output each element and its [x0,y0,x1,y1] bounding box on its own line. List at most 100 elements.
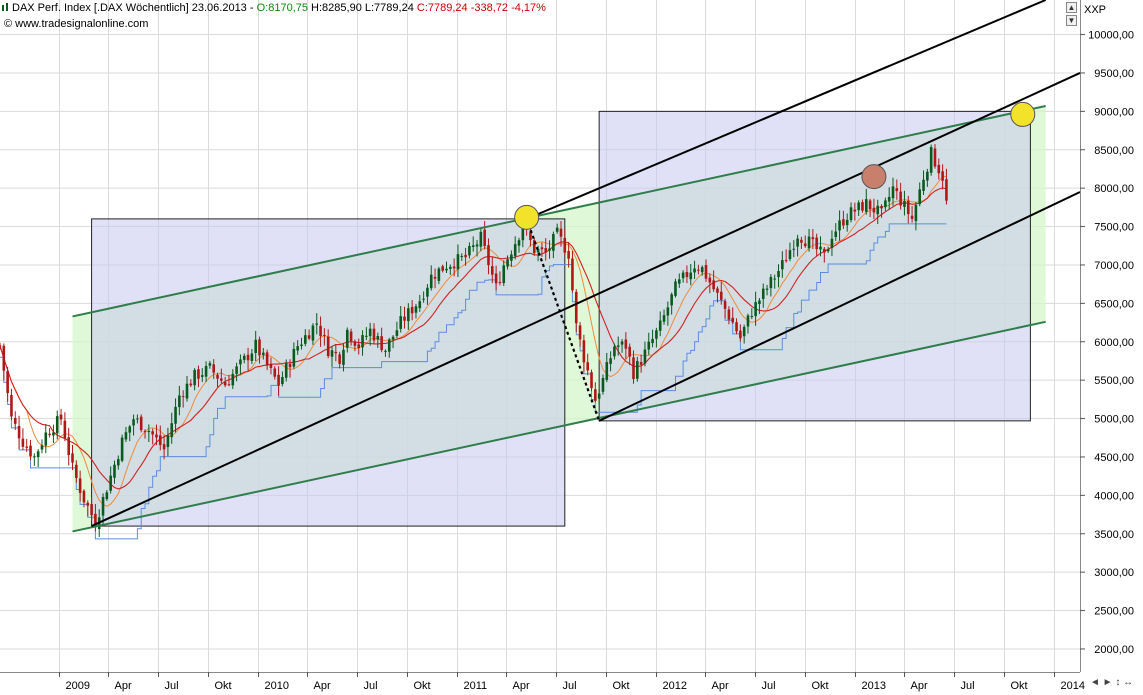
candle-body [563,238,567,253]
candle-body [0,345,2,347]
candle-body [246,354,250,361]
stop-line [0,223,947,540]
candle-body [510,254,513,261]
price-tick-label: 6000,00 [1094,337,1134,349]
candle-body [452,266,456,269]
candle-body [376,335,380,340]
chart-title: DAX Perf. Index [.DAX Wöchentlich] [12,2,189,14]
year-tick-label: 2013 [862,680,886,692]
candle-body [758,300,761,305]
candle-body [21,438,25,447]
candle-body [384,350,387,352]
change-value: -338,72 [470,2,509,14]
candle-body [227,384,231,386]
candle-body [819,246,822,250]
range-box [91,218,566,527]
year-tick-label: 2012 [663,680,687,692]
candle-body [838,220,841,231]
candle-body [353,341,357,346]
ma-short-line [0,175,947,507]
candle-body [357,344,361,349]
candle-body [666,307,670,316]
candle-body [75,464,78,478]
year-tick-label: 2014 [1061,680,1085,692]
month-tick-label: Okt [613,680,630,692]
month-tick-label: Jul [762,680,776,692]
candle-body [765,288,769,290]
month-tick-label: Jul [364,680,378,692]
range-box [598,110,1031,422]
candle-body [693,268,696,273]
candle-body [926,171,929,181]
chart-type-icon[interactable] [2,3,9,12]
candle-body [78,478,82,493]
candle-body [571,258,574,291]
candle-body [315,323,319,325]
candle-body [559,228,563,237]
candle-body [216,374,219,379]
candle-body [59,414,63,420]
candle-body [109,475,112,491]
navigation-icons[interactable]: ◄ ► ↕ ↔ [1090,677,1134,688]
candle-body [777,271,780,278]
candle-body [544,248,548,253]
candle-body [113,464,116,478]
candle-body [166,435,170,448]
candle-body [594,389,597,401]
scroll-down-icon[interactable]: ▼ [1066,15,1077,26]
candle-body [674,281,677,296]
candle-body [861,202,864,211]
candle-body [429,274,433,289]
candle-body [677,279,681,284]
change-pct-value: -4,17% [511,2,546,14]
month-tick-label: Okt [1011,680,1028,692]
candle-body [708,277,712,283]
candle-body [582,340,586,363]
candle-body [910,215,914,219]
touch-marker [861,164,887,190]
candle-body [872,207,876,213]
month-tick-label: Jul [563,680,577,692]
candle-body [193,369,196,386]
candle-body [727,309,731,320]
candle-body [536,248,540,253]
copyright-icon: © [4,18,13,30]
candle-body [494,273,498,284]
candle-body [769,276,773,289]
candle-body [334,351,338,354]
target-marker [514,204,540,230]
price-tick-label: 8000,00 [1094,183,1134,195]
candle-body [147,430,151,433]
candle-body [242,355,246,360]
candle-body [475,244,479,247]
candle-body [380,336,383,351]
candle-body [807,236,811,249]
candle-body [662,315,666,322]
candle-body [94,513,97,528]
candle-body [456,254,460,270]
range-boxes [91,110,1031,527]
ma-long-line [0,187,947,490]
candle-body [189,383,193,386]
candle-body [487,245,490,266]
candle-body [105,492,109,500]
candle-body [792,248,796,250]
candle-body [323,334,326,336]
candle-body [540,247,544,250]
candle-body [13,417,17,424]
trend-lines [72,0,1081,533]
month-tick-label: Okt [414,680,431,692]
candle-body [197,369,200,379]
candle-body [849,207,853,221]
scroll-up-icon[interactable]: ▲ [1066,2,1077,13]
candle-body [422,298,425,300]
candle-body [823,248,826,253]
price-tick-label: 7500,00 [1094,222,1134,234]
candle-body [6,371,9,394]
candle-body [750,316,754,318]
candle-body [117,459,120,466]
candle-body [330,350,334,357]
candle-body [399,316,403,329]
time-axis-background [0,672,1080,695]
